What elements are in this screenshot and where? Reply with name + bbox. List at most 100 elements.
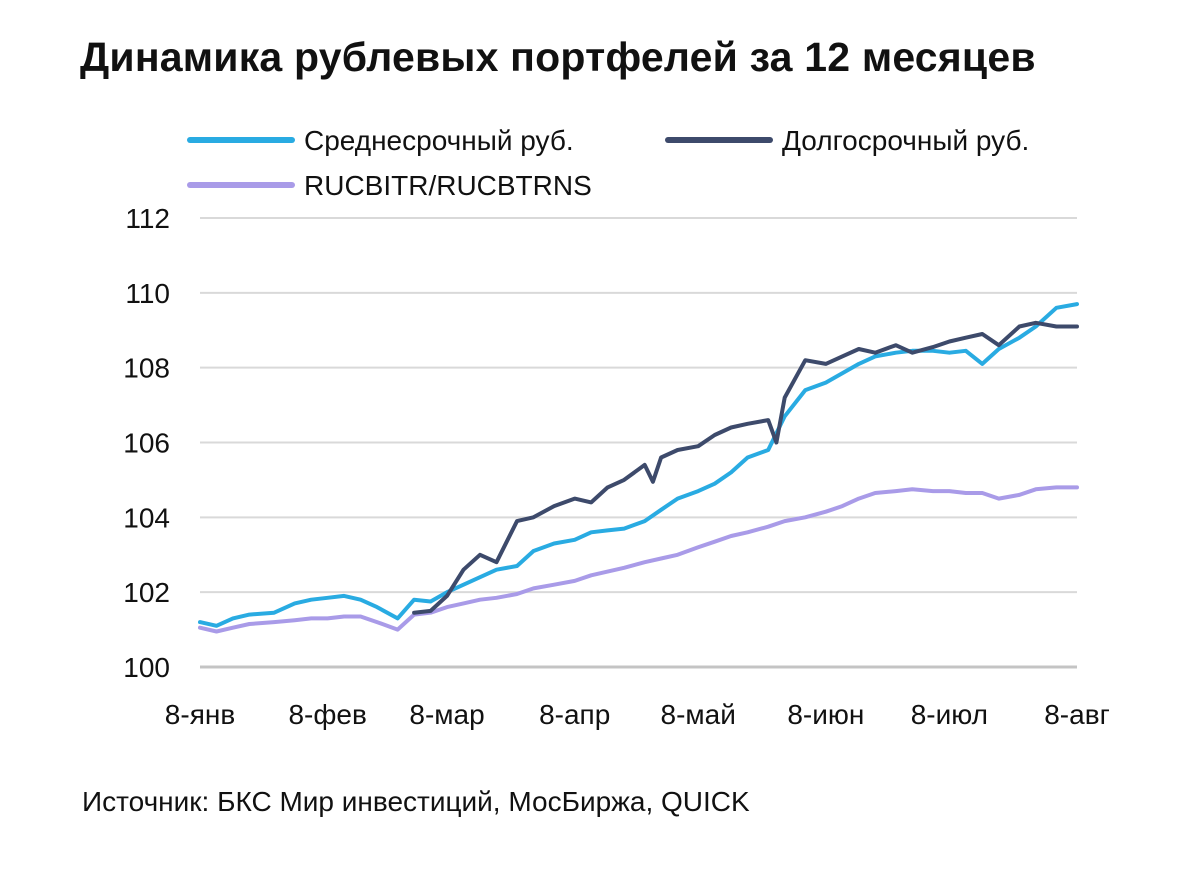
data-point (412, 611, 416, 615)
x-tick-label: 8-июн (787, 699, 864, 730)
x-tick-label: 8-янв (165, 699, 235, 730)
data-point (272, 611, 276, 615)
data-point (873, 354, 877, 358)
data-point (947, 351, 952, 355)
data-point (696, 545, 700, 549)
series-line (198, 302, 1079, 628)
x-tick-label: 8-июл (911, 699, 988, 730)
data-point (746, 455, 750, 460)
x-tick-label: 8-мар (409, 699, 484, 730)
data-point (515, 592, 519, 596)
data-point (894, 489, 898, 493)
data-point (696, 444, 700, 448)
data-point (643, 463, 647, 467)
data-point (231, 616, 235, 621)
data-point (622, 527, 626, 531)
data-point (947, 489, 952, 493)
data-point (659, 455, 663, 460)
data-point (461, 568, 466, 572)
data-point (931, 489, 935, 493)
data-point (552, 541, 556, 546)
data-point (746, 530, 750, 534)
data-point (766, 525, 770, 529)
data-point (375, 620, 379, 624)
data-point (980, 491, 984, 495)
data-point (573, 579, 577, 583)
data-point (713, 540, 717, 544)
data-point (494, 568, 499, 572)
data-point (494, 596, 499, 600)
data-point (783, 414, 787, 418)
data-point (1017, 324, 1022, 329)
data-point (396, 616, 400, 621)
data-point (429, 609, 433, 613)
data-point (515, 564, 519, 568)
data-point (1054, 485, 1058, 489)
data-point (198, 626, 202, 630)
data-point (997, 347, 1001, 351)
data-point (997, 497, 1001, 501)
data-point (622, 566, 626, 570)
data-point (1075, 302, 1079, 306)
y-tick-label: 100 (123, 652, 170, 683)
data-point (293, 618, 297, 622)
data-point (375, 605, 379, 609)
data-point (910, 487, 914, 491)
data-point (552, 583, 556, 587)
data-point (309, 616, 313, 621)
data-point (910, 351, 914, 355)
data-point (214, 629, 219, 634)
legend: Среднесрочный руб. Долгосрочный руб. RUCBI… (187, 125, 1029, 201)
x-axis-ticks: 8-янв 8-фев 8-мар 8-апр 8-май 8-июн 8-июл 8-авг (165, 699, 1110, 730)
data-point (247, 613, 251, 617)
y-tick-label: 112 (125, 203, 170, 234)
data-point (964, 491, 968, 495)
data-point (359, 614, 363, 619)
data-point (589, 530, 593, 534)
data-point (980, 362, 984, 366)
data-point (729, 470, 733, 474)
data-point (214, 624, 219, 628)
data-point (857, 362, 861, 366)
data-point (573, 497, 577, 501)
data-point (947, 339, 952, 344)
data-point (309, 598, 313, 602)
data-point (272, 620, 276, 624)
data-point (696, 489, 700, 493)
data-point (766, 418, 770, 422)
data-point (445, 594, 449, 598)
x-tick-label: 8-фев (288, 699, 366, 730)
data-point (857, 497, 861, 501)
x-tick-label: 8-авг (1044, 699, 1110, 730)
legend-label: Среднесрочный руб. (304, 125, 574, 156)
data-point (783, 396, 787, 400)
chart-title: Динамика рублевых портфелей за 12 месяце… (80, 34, 1036, 80)
data-point (1075, 485, 1079, 489)
data-point (573, 538, 577, 542)
data-point (1034, 321, 1038, 325)
data-point (729, 425, 733, 430)
data-point (531, 549, 536, 553)
data-point (606, 485, 610, 489)
data-point (531, 515, 536, 519)
x-tick-label: 8-апр (539, 699, 610, 730)
legend-label: Долгосрочный руб. (782, 125, 1029, 156)
data-point (659, 508, 663, 512)
data-point (1054, 324, 1058, 329)
data-point (964, 336, 968, 340)
data-point (713, 433, 717, 437)
data-point (643, 519, 647, 523)
data-point (1034, 487, 1038, 491)
source-note: Источник: БКС Мир инвестиций, МосБиржа, … (82, 786, 750, 817)
data-point (713, 482, 717, 486)
data-point (803, 515, 807, 519)
series-line (198, 485, 1079, 634)
data-point (606, 570, 610, 574)
data-point (873, 351, 877, 355)
data-point (676, 497, 680, 501)
data-point (840, 354, 844, 358)
data-point (857, 347, 861, 351)
legend-label: RUCBITR/RUCBTRNS (304, 170, 592, 201)
data-point (1017, 336, 1022, 340)
data-point (651, 480, 655, 484)
